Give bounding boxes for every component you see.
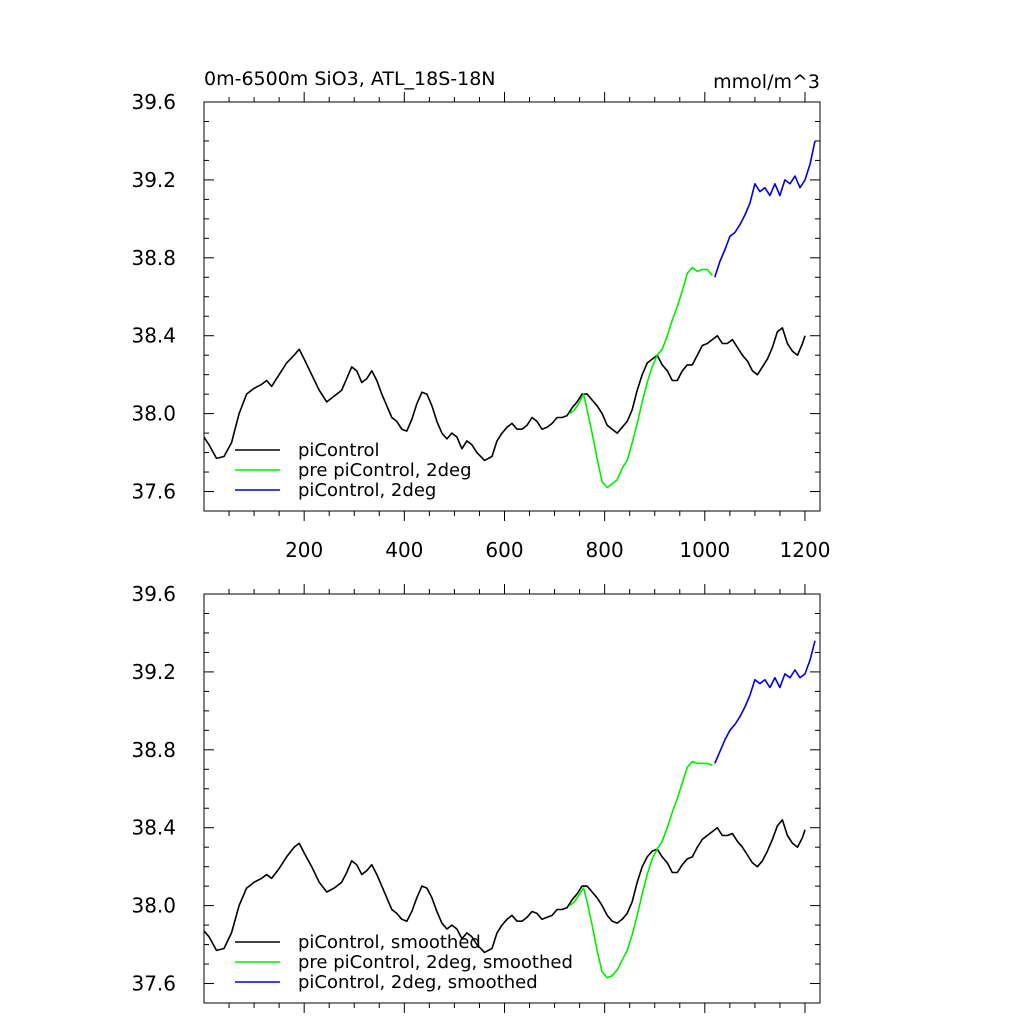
- top-x-tick-label: 600: [485, 538, 523, 562]
- top-plot-frame: [203, 101, 821, 512]
- top-series-line-0: [203, 327, 806, 462]
- top-y-tick-label: 38.4: [131, 324, 176, 348]
- top-legend-label-2: piControl, 2deg: [298, 480, 436, 501]
- chart-title: 0m-6500m SiO3, ATL_18S-18N: [204, 68, 496, 90]
- top-y-tick-label: 39.2: [131, 168, 176, 192]
- top-y-tick-label: 37.6: [131, 480, 176, 504]
- bottom-legend-label-0: piControl, smoothed: [298, 932, 481, 953]
- bottom-y-tick-label: 39.2: [131, 660, 176, 684]
- top-y-tick-label: 38.0: [131, 402, 176, 426]
- bottom-legend-label-1: pre piControl, 2deg, smoothed: [298, 952, 573, 973]
- top-x-tick-label: 400: [385, 538, 423, 562]
- bottom-y-tick-label: 38.0: [131, 894, 176, 918]
- bottom-y-tick-label: 38.8: [131, 738, 176, 762]
- bottom-series-line-1: [569, 760, 713, 979]
- top-x-tick-label: 1200: [780, 538, 831, 562]
- bottom-series-line-2: [714, 640, 816, 764]
- top-y-tick-label: 38.8: [131, 246, 176, 270]
- top-legend-label-0: piControl: [298, 440, 380, 461]
- units-label: mmol/m^3: [713, 71, 820, 93]
- panel-top: 37.6 38.0 38.4 38.8 39.2 39.6 200 400 600 800 1000…: [131, 90, 830, 562]
- top-x-tick-label: 1000: [679, 538, 730, 562]
- bottom-plot-frame: [203, 593, 821, 1004]
- bottom-series-line-0: [203, 819, 806, 954]
- top-legend-label-1: pre piControl, 2deg: [298, 460, 472, 481]
- bottom-y-tick-label: 39.6: [131, 582, 176, 606]
- top-y-tick-label: 39.6: [131, 90, 176, 114]
- panel-bottom: 37.6 38.0 38.4 38.8 39.2 39.6 piControl, smoot…: [131, 582, 821, 1013]
- top-x-tick-label: 200: [285, 538, 323, 562]
- top-x-tick-label: 800: [586, 538, 624, 562]
- top-series-line-2: [714, 140, 816, 278]
- bottom-legend-label-2: piControl, 2deg, smoothed: [298, 972, 538, 993]
- bottom-y-tick-label: 38.4: [131, 816, 176, 840]
- bottom-y-tick-label: 37.6: [131, 972, 176, 996]
- top-series-line-1: [569, 266, 713, 489]
